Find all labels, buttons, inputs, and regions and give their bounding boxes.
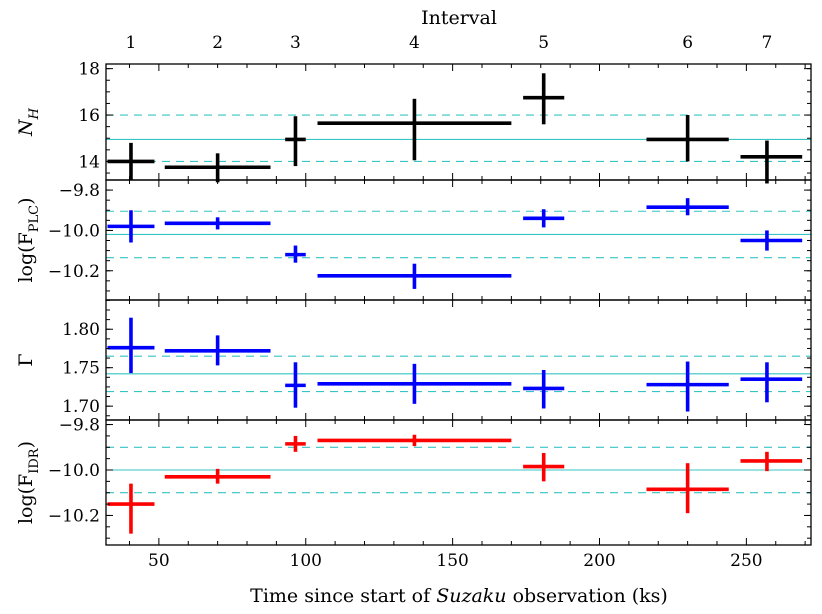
interval-label-4: 4 — [409, 33, 420, 53]
panel-fplc: −9.8 −10.0 −10.2 log(FPLC) — [15, 179, 812, 301]
fidr-point-2 — [164, 468, 271, 484]
gamma-point-3 — [285, 362, 306, 408]
fidr-point-6 — [646, 463, 729, 514]
nh-point-7 — [740, 140, 803, 184]
gamma-point-6 — [646, 361, 729, 412]
interval-label-1: 1 — [126, 33, 137, 53]
fplc-point-3 — [285, 245, 306, 263]
fplc-point-7 — [740, 230, 803, 251]
nh-ylabel: NH — [15, 107, 42, 137]
gamma-ytick-label: 1.80 — [62, 320, 100, 340]
interval-label-6: 6 — [682, 33, 693, 53]
interval-label-7: 7 — [762, 33, 773, 53]
nh-point-1 — [107, 142, 155, 180]
nh-point-6 — [646, 115, 729, 162]
fidr-point-1 — [107, 483, 155, 534]
fidr-ylabel: log(FIDR) — [15, 441, 42, 524]
fplc-ylabel-main: log(F — [15, 232, 37, 282]
interval-label-2: 2 — [212, 33, 223, 53]
interval-label-5: 5 — [538, 33, 549, 53]
fidr-ylabel-main: log(F — [15, 474, 37, 524]
xtick-label-50: 50 — [148, 551, 170, 571]
interval-label-3: 3 — [290, 33, 301, 53]
xtick-label-200: 200 — [583, 551, 615, 571]
x-axis-title: Time since start of Suzaku observation (… — [250, 585, 668, 607]
gamma-frame — [105, 299, 812, 421]
nh-ylabel-sub: H — [27, 107, 42, 120]
gamma-point-2 — [164, 335, 271, 366]
fidr-point-4 — [317, 434, 512, 447]
fidr-ytick-label: −9.8 — [59, 416, 100, 436]
gamma-point-4 — [317, 363, 512, 404]
chart-panels: 141618NH−9.8−10.0−10.2log(FPLC)1.701.751… — [15, 60, 812, 546]
fplc-point-5 — [523, 209, 565, 228]
fplc-point-2 — [164, 217, 271, 230]
gamma-ytick-label: 1.70 — [62, 397, 100, 417]
nh-point-4 — [317, 98, 512, 161]
nh-ytick-label: 16 — [78, 106, 100, 126]
fidr-ytick-label: −10.2 — [48, 506, 100, 526]
xtick-label-250: 250 — [730, 551, 762, 571]
fplc-ylabel: log(FPLC) — [15, 197, 42, 282]
fidr-point-3 — [285, 435, 306, 452]
nh-point-5 — [523, 73, 565, 125]
fidr-ylabel-sub: IDR — [27, 447, 42, 474]
panel-fidr: −9.8 −10.0 −10.2 log(FIDR) — [15, 416, 812, 546]
fplc-point-6 — [646, 198, 729, 216]
fidr-point-7 — [740, 451, 803, 472]
fplc-point-1 — [107, 210, 155, 243]
fplc-ylabel-end: ) — [15, 197, 37, 204]
fidr-ytick-label: −10.0 — [48, 461, 100, 481]
fidr-point-5 — [523, 452, 565, 482]
fplc-point-4 — [317, 263, 512, 289]
fplc-ylabel-sub: PLC — [27, 205, 42, 232]
gamma-point-7 — [740, 362, 803, 403]
top-axis-title: Interval — [421, 7, 497, 29]
panel-nh: 14 16 18 NH — [15, 60, 812, 184]
gamma-ylabel: Γ — [15, 353, 37, 366]
fidr-frame — [105, 419, 812, 546]
nh-ytick-label: 14 — [78, 152, 100, 172]
gamma-ylabel-main: Γ — [15, 353, 37, 366]
xtick-label-150: 150 — [436, 551, 468, 571]
nh-point-3 — [285, 116, 306, 167]
fplc-ytick-label: −10.2 — [48, 262, 100, 282]
panel-gamma: 1.70 1.75 1.80 Γ — [15, 299, 812, 421]
xtick-label-100: 100 — [290, 551, 322, 571]
fplc-ytick-label: −9.8 — [59, 181, 100, 201]
fidr-ylabel-end: ) — [15, 441, 37, 448]
gamma-point-1 — [107, 317, 155, 374]
fplc-ytick-label: −10.0 — [48, 221, 100, 241]
gamma-point-5 — [523, 370, 565, 409]
nh-ylabel-main: N — [15, 118, 37, 137]
fplc-frame — [105, 179, 812, 301]
nh-ytick-label: 18 — [78, 60, 100, 80]
x-axis-tick-labels: 50 100 150 200 250 — [148, 551, 763, 571]
gamma-ytick-label: 1.75 — [62, 359, 100, 379]
top-axis-interval-labels: 1 2 3 4 5 6 7 — [126, 33, 773, 53]
